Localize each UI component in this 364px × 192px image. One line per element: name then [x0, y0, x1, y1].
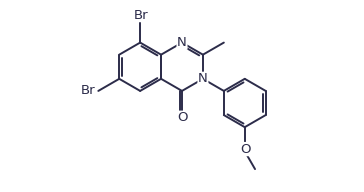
- Text: O: O: [240, 143, 250, 156]
- Text: N: N: [198, 72, 208, 85]
- Text: O: O: [177, 111, 187, 124]
- Text: N: N: [177, 36, 187, 49]
- Text: Br: Br: [81, 84, 96, 97]
- Text: Br: Br: [133, 9, 148, 22]
